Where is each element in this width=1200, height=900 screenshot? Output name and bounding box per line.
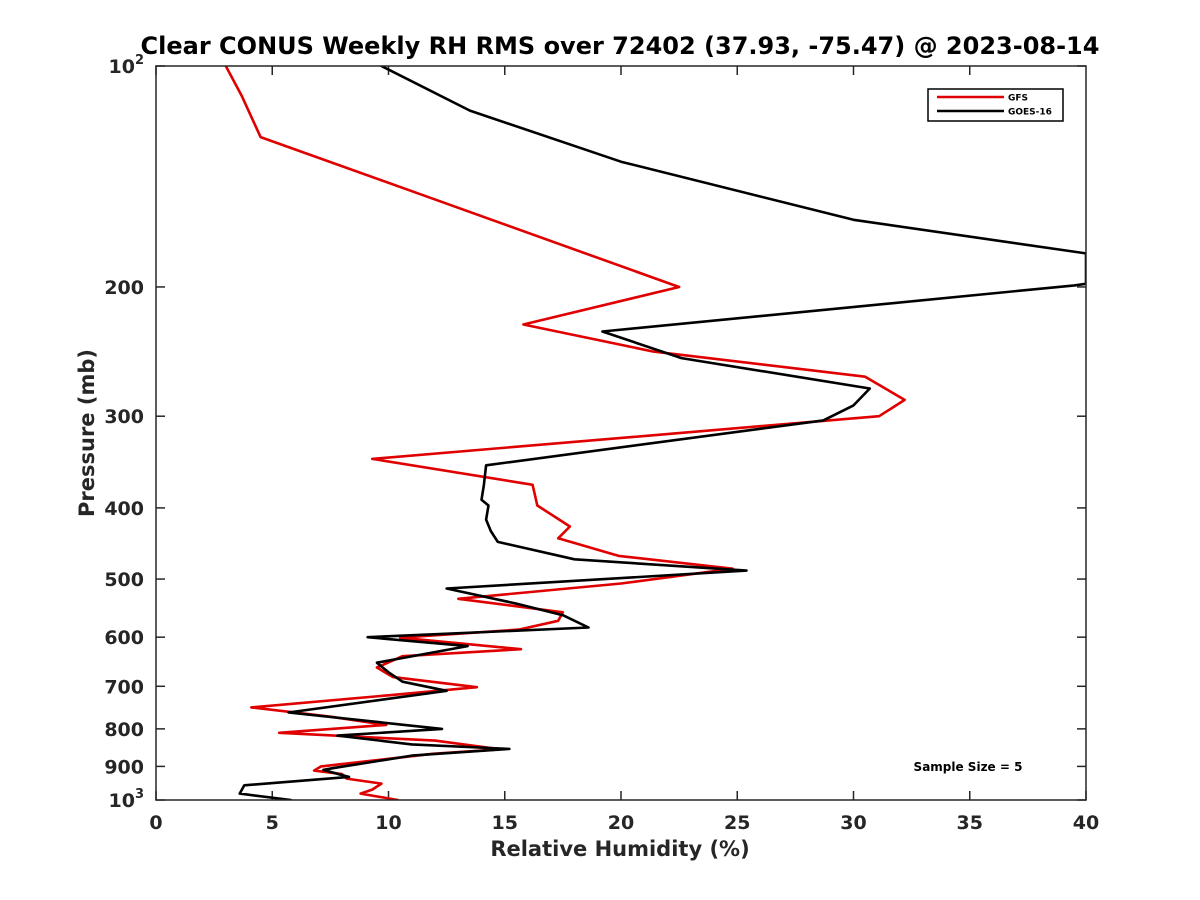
y-tick-label: 900	[104, 756, 144, 778]
y-tick-label: 200	[104, 277, 144, 299]
plot-area-frame	[155, 65, 1087, 801]
y-tick-label: 600	[104, 627, 144, 649]
x-tick-label: 5	[266, 812, 279, 834]
x-axis-label: Relative Humidity (%)	[490, 837, 749, 861]
y-tick-label: 300	[104, 406, 144, 428]
series-line-goes-16	[238, 66, 1086, 800]
x-tick-label: 20	[608, 812, 634, 834]
series-line-gfs	[224, 66, 907, 800]
legend: GFS GOES-16	[927, 88, 1064, 122]
x-tick-label: 35	[957, 812, 983, 834]
sample-size-annotation: Sample Size = 5	[914, 760, 1023, 774]
y-tick-label: 700	[104, 676, 144, 698]
chart-title: Clear CONUS Weekly RH RMS over 72402 (37…	[141, 32, 1100, 60]
y-tick-label: 102	[109, 53, 145, 78]
y-axis-label: Pressure (mb)	[75, 349, 99, 517]
y-tick-label: 103	[109, 787, 145, 812]
x-tick-label: 0	[149, 812, 162, 834]
x-tick-label: 30	[840, 812, 866, 834]
legend-label: GOES-16	[1008, 108, 1052, 118]
x-tick-label: 10	[375, 812, 401, 834]
x-tick-label: 15	[492, 812, 518, 834]
x-tick-label: 25	[724, 812, 750, 834]
legend-label: GFS	[1008, 94, 1028, 104]
y-tick-label: 400	[104, 498, 144, 520]
x-tick-label: 40	[1073, 812, 1099, 834]
y-tick-label: 800	[104, 719, 144, 741]
y-tick-label: 500	[104, 569, 144, 591]
